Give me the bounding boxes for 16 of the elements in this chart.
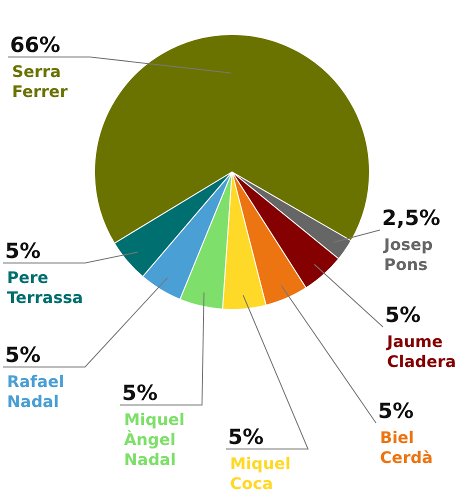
slice-label: Miquel Coca	[230, 454, 291, 493]
data-label: 5%	[228, 425, 264, 449]
slice-label: Rafael Nadal	[7, 372, 64, 411]
slice-label: Josep Pons	[383, 235, 433, 274]
data-label: 5%	[378, 399, 414, 423]
slice-label: Biel Cerdà	[380, 428, 433, 467]
slice-label: Serra Ferrer	[12, 62, 68, 101]
slice-label: Jaume Cladera	[386, 332, 456, 371]
data-label: 66%	[10, 33, 60, 57]
data-label: 2,5%	[382, 206, 440, 230]
data-label: 5%	[122, 381, 158, 405]
data-label: 5%	[385, 303, 421, 327]
slice-label: Miquel Àngel Nadal	[124, 410, 185, 469]
data-label: 5%	[5, 343, 41, 367]
slice-label: Pere Terrassa	[7, 268, 84, 307]
data-label: 5%	[5, 239, 41, 263]
